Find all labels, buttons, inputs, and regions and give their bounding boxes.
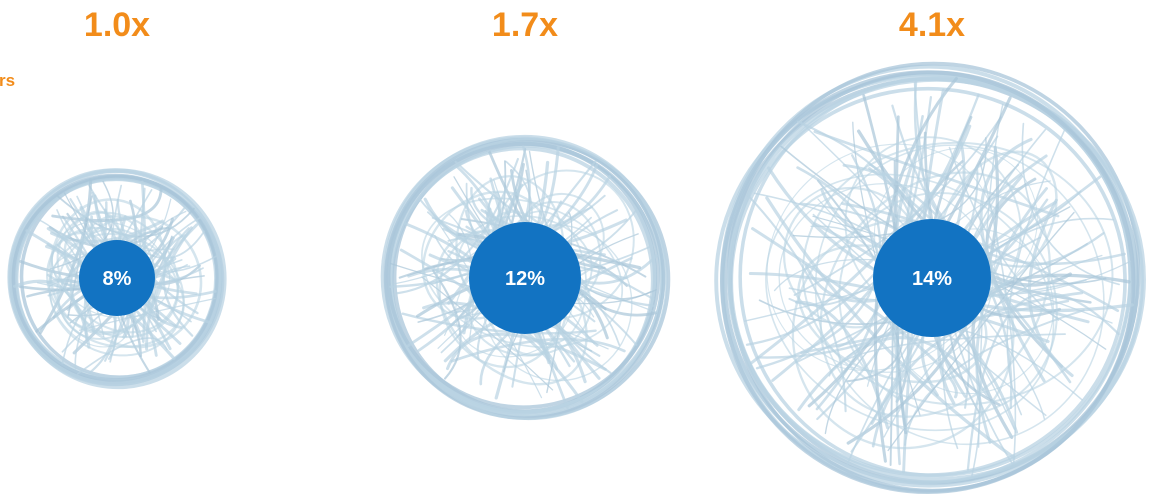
side-label: rs [0, 71, 15, 90]
bubble-group: 14% 4.1x [714, 6, 1146, 495]
inner-circle [79, 240, 155, 316]
scribble-stroke [975, 187, 1048, 444]
scribble-stroke [7, 168, 222, 387]
multiplier-label: 1.0x [84, 6, 150, 44]
scribble-stroke [819, 171, 1051, 418]
percent-label: 12% [505, 268, 545, 290]
scribble-stroke [56, 211, 180, 334]
scribble-stroke [791, 219, 1015, 450]
bubble-group: 8% 1.0x [7, 6, 227, 390]
scribble-stroke [388, 146, 655, 415]
scribble-stroke [778, 182, 994, 373]
scribble-stroke [801, 141, 1114, 406]
scribble-stroke [766, 143, 998, 372]
scribble-stroke [873, 76, 958, 463]
scribble-stroke [480, 175, 612, 231]
scribble-stroke [738, 76, 1132, 478]
scribble-stroke [966, 292, 1120, 471]
scribble-stroke [797, 336, 991, 412]
bubble-groups: 8% 1.0x 12% 1.7x 14% 4.1x [7, 6, 1146, 495]
multiplier-label: 4.1x [899, 6, 965, 44]
scribble-stroke [720, 70, 1136, 495]
bubble-group: 12% 1.7x [380, 6, 671, 421]
scribble-stroke [421, 197, 624, 349]
percent-label: 8% [103, 268, 132, 290]
scribble-stroke [746, 194, 847, 413]
scribble-stroke [395, 157, 519, 295]
scribble-stroke [828, 333, 1066, 377]
scribble-stroke [386, 141, 661, 410]
scribble-stroke [977, 103, 1004, 448]
multiplier-label: 1.7x [492, 6, 558, 44]
scribble-stroke [765, 173, 1055, 432]
percent-label: 14% [912, 268, 952, 290]
scribble-stroke [76, 337, 168, 375]
inner-circle [469, 222, 581, 334]
scribble-stroke [49, 180, 114, 270]
inner-circle [873, 219, 991, 337]
scribble-stroke [814, 144, 1105, 446]
scribble-stroke [979, 137, 1046, 383]
scribble-stroke [46, 226, 157, 334]
scribble-stroke [11, 173, 219, 382]
